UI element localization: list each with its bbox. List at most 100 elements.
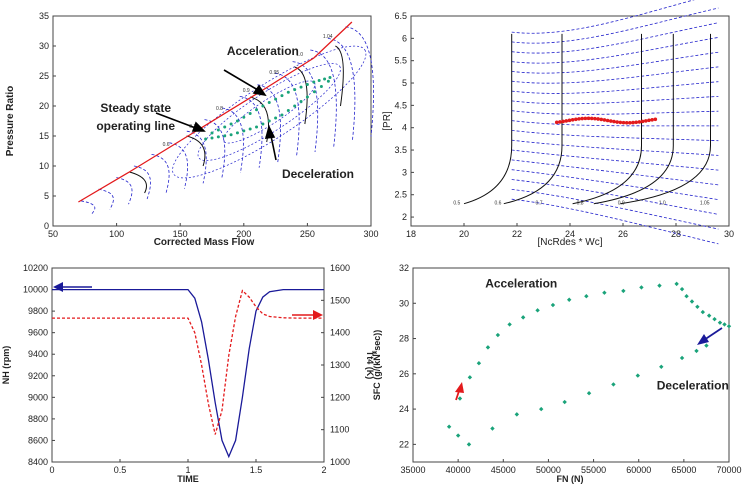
time-x-axis-label: TIME [177,474,199,484]
deceleration-path-point [299,100,303,103]
turbine-map-y-tick-label: 2.5 [394,190,407,200]
compressor-map-y-tick-label: 20 [39,101,49,111]
deceleration-path-point [216,135,220,139]
nh-tt4-panel: 8400860088009000920094009600980010000102… [1,263,375,484]
operating-band-point [561,119,565,124]
operating-band-point [589,116,594,121]
operating-band-point [634,120,639,125]
acceleration-sfc-point [507,322,512,327]
compressor-map-y-tick-label: 25 [39,71,49,81]
speed-line [133,165,151,200]
pressure-ratio-curve [511,37,719,64]
acceleration-sfc-point [457,396,463,401]
axis-indicator-arrows [53,282,323,320]
deceleration-sfc-point [455,433,461,438]
sfc-direction-arrows [455,327,723,401]
turbine-map-y-tick-label: 5 [402,78,407,88]
turbine-map-x-ticks: 18 20 22 24 26 28 30 [406,223,734,239]
operating-band-point [605,118,610,123]
tt4-y-tick-label: 1000 [330,457,350,467]
deceleration-sfc-point [586,391,592,396]
acceleration-path-point [286,90,290,94]
turbine-map-y-axis-label: [PR] [382,111,393,131]
sfc-y-tick-label: 28 [399,334,409,344]
turbine-map-x-axis-label: [NcRdes * Wc] [537,237,602,248]
time-x-tick-label: 1.5 [250,465,263,475]
acceleration-path-point [312,80,316,84]
acceleration-path-point [299,85,303,89]
operating-band-point [637,120,642,124]
operating-band-point [570,117,575,122]
operating-band-point [554,120,559,125]
acceleration-path-point [274,97,278,101]
sfc-acceleration-arrowhead [455,382,464,393]
speed-curve-label: 0.9 [618,201,625,207]
acceleration-path-point [210,131,214,135]
operating-band-point [558,120,562,124]
speed-line-label: 0.8 [216,106,223,112]
deceleration-path-point [204,137,208,141]
compressor-map-x-tick-label: 150 [173,229,188,239]
sfc-fn-points [446,281,732,447]
acceleration-sfc-point [520,315,526,320]
turbine-map-y-ticks: 2 2.5 3 3.5 4 4.5 5 5.5 6 6.5 [394,11,414,222]
nh-y-tick-label: 9800 [28,306,48,316]
operating-band-point [574,117,578,122]
acceleration-sfc-point [476,361,482,366]
speed-curve [593,33,674,205]
fn-x-ticks: 35000 40000 45000 50000 55000 60000 65000 70000 [400,459,742,475]
compressor-map-y-tick-label: 10 [39,161,49,171]
deceleration-sfc-point [490,426,495,431]
nh-y-tick-label: 9400 [28,349,48,359]
efficiency-island [197,63,341,161]
fn-x-tick-label: 55000 [581,465,606,475]
acceleration-sfc-point [446,424,452,429]
acceleration-path-point [261,104,265,108]
time-x-ticks: 0 0.5 1 1.5 2 [49,459,327,475]
operating-band-point [602,118,607,122]
sfc-y-tick-label: 30 [399,298,409,308]
characteristic-line [129,171,147,194]
acceleration-path-point [235,119,239,123]
acceleration-path-point [317,79,321,82]
turbine-map-lines: 0.5 0.6 0.7 0.8 0.9 1.0 1.05 [453,0,719,245]
acceleration-path-point [328,76,332,79]
operating-band-point [564,119,569,123]
acceleration-path-point [229,122,233,126]
compressor-map-x-tick-label: 50 [48,229,58,239]
speed-line [80,200,96,215]
pressure-ratio-curve [511,139,719,156]
operating-band-point [621,120,626,125]
time-x-tick-label: 1 [185,465,190,475]
time-x-tick-label: 0.5 [114,465,127,475]
acceleration-path-point [305,83,309,87]
speed-curve-label: 1.05 [700,201,710,207]
operating-band-point [650,117,654,122]
deceleration-path-point [286,109,290,112]
efficiency-island [172,45,367,179]
steady-state-pointer-arrow [155,112,202,131]
nh-y-axis-label: NH (rpm) [1,346,11,385]
speed-curve-label: 1.0 [659,201,666,207]
speed-curve [572,33,642,205]
speed-curve [503,33,563,205]
tt4-y-tick-label: 1500 [330,295,350,305]
deceleration-path-point [319,85,323,88]
tt4-series-line [52,289,324,435]
acceleration-sfc-point [566,297,572,302]
turbine-map-y-tick-label: 3.5 [394,145,407,155]
operating-band-point [628,120,632,125]
speed-line [257,84,281,163]
acceleration-sfc-point [726,324,732,329]
acceleration-sfc-point [706,313,712,318]
acceleration-sfc-point [485,345,491,350]
operating-band-point [615,120,619,124]
acceleration-sfc-point [689,299,695,304]
deceleration-sfc-point [704,343,709,348]
pressure-ratio-curve [511,169,719,200]
speed-line [98,188,114,210]
pressure-ratio-curve [511,81,719,94]
acceleration-sfc-point [495,332,501,338]
speed-curve [463,33,513,205]
